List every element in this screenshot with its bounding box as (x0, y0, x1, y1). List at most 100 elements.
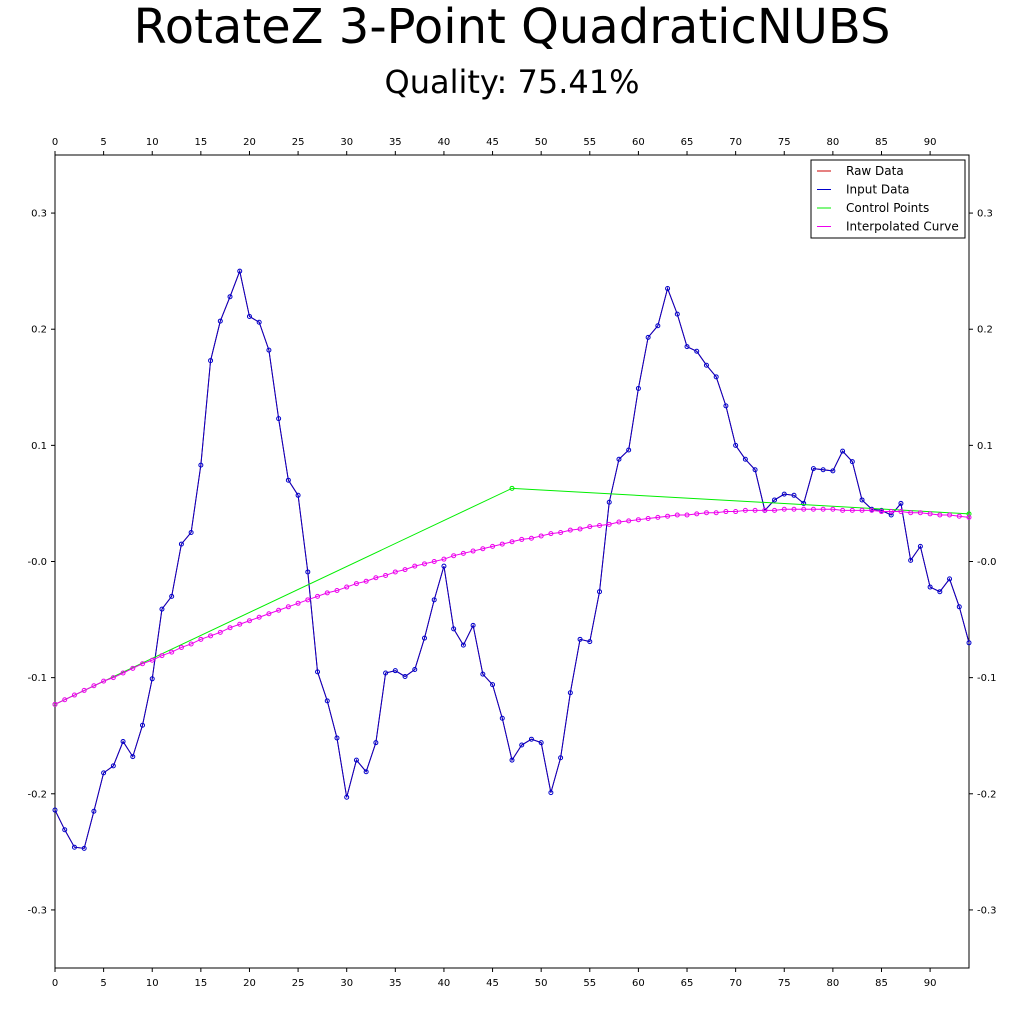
y-tick-label-right: -0.0 (977, 557, 997, 568)
input-data-point (353, 757, 359, 763)
x-tick-label-top: 10 (146, 137, 159, 148)
input-data-point (451, 626, 457, 632)
interpolated-curve-point (810, 506, 816, 512)
input-data-point (490, 682, 496, 688)
y-tick-label-right: 0.2 (977, 325, 993, 336)
input-data-point (888, 512, 894, 518)
interpolated-curve-point (567, 527, 573, 533)
interpolated-curve-point (276, 607, 282, 613)
interpolated-curve-point (947, 512, 953, 518)
input-data-point (266, 347, 272, 353)
input-data-point (334, 735, 340, 741)
interpolated-curve-line (54, 508, 970, 705)
interpolated-curve-point (538, 533, 544, 539)
interpolated-curve-point (140, 661, 146, 667)
interpolated-curve-point (490, 543, 496, 549)
interpolated-curve-point (431, 559, 437, 564)
interpolated-curve-point (859, 507, 865, 513)
interpolated-curve-point (101, 678, 107, 684)
interpolated-curve-point (334, 588, 340, 594)
input-data-point (908, 557, 914, 563)
interpolated-curve-point (246, 618, 252, 624)
legend-label-interpolated-curve: Interpolated Curve (846, 220, 959, 234)
input-data-point (52, 807, 58, 813)
x-tick-label-top: 75 (778, 137, 791, 148)
interpolated-curve-point (791, 506, 797, 512)
interpolated-curve-point (528, 535, 534, 541)
input-data-point (71, 844, 77, 850)
legend-label-input-data: Input Data (846, 183, 910, 197)
x-tick-label-top: 5 (100, 137, 106, 148)
x-tick-label-bottom: 70 (729, 978, 742, 989)
legend-box (810, 159, 966, 239)
input-data-point (169, 593, 175, 599)
input-data-point (237, 268, 243, 274)
interpolated-curve-point (208, 633, 214, 639)
legend-label-raw-data: Raw Data (846, 164, 904, 178)
input-data-point (801, 500, 807, 506)
x-tick-label-top: 15 (194, 137, 207, 148)
x-tick-label-top: 25 (292, 137, 305, 148)
input-data-point (548, 790, 554, 796)
x-tick-label-bottom: 85 (875, 978, 888, 989)
input-data-point (830, 468, 836, 474)
interpolated-curve-point (315, 593, 321, 599)
input-data-point (208, 358, 214, 364)
input-data-point (694, 348, 700, 354)
interpolated-curve-point (285, 604, 291, 610)
interpolated-curve-point (966, 514, 972, 520)
input-data-point (509, 757, 515, 763)
interpolated-curve-point (645, 516, 651, 522)
x-tick-label-bottom: 80 (827, 978, 840, 989)
axis-ticks: 0055101015152020252530303535404045455050… (27, 137, 996, 989)
interpolated-curve-point (830, 506, 836, 512)
series-layer (52, 268, 972, 851)
interpolated-curve-point (217, 629, 223, 635)
input-data-point (363, 769, 369, 775)
input-data-point (412, 667, 418, 673)
input-data-point (947, 576, 953, 582)
interpolated-curve-point (869, 507, 875, 513)
x-tick-label-top: 0 (52, 137, 58, 148)
input-data-point (431, 597, 437, 603)
interpolated-curve-point (324, 590, 330, 596)
input-data-point (421, 635, 427, 641)
interpolated-curve-point (781, 506, 787, 512)
x-tick-label-bottom: 40 (438, 978, 451, 989)
interpolated-curve-point (188, 641, 194, 647)
input-data-point (101, 770, 107, 776)
input-data-point (684, 344, 690, 350)
input-data-point (966, 640, 972, 646)
input-data-point (159, 606, 165, 612)
input-data-point (558, 755, 564, 761)
interpolated-curve-point (937, 512, 943, 518)
x-tick-label-top: 85 (875, 137, 888, 148)
input-data-point (528, 736, 534, 742)
interpolated-curve-point (169, 649, 175, 655)
x-tick-label-top: 20 (243, 137, 256, 148)
input-data-point (616, 456, 622, 462)
input-data-point (402, 673, 408, 679)
control-points-line (54, 487, 970, 705)
interpolated-curve-point (674, 512, 680, 518)
input-data-point (81, 845, 87, 851)
input-data-point (626, 447, 632, 453)
interpolated-curve-point (820, 506, 826, 512)
interpolated-curve-point (606, 521, 612, 527)
input-data-point (392, 668, 398, 674)
input-data-point (188, 529, 194, 535)
input-data-point (567, 690, 573, 696)
input-data-point (849, 459, 855, 465)
input-data-point (344, 794, 350, 800)
interpolated-curve-point (898, 509, 904, 515)
control-points-point (966, 511, 972, 517)
y-tick-label-left: -0.1 (27, 673, 47, 684)
x-tick-label-top: 45 (486, 137, 499, 148)
interpolated-curve-point (198, 636, 204, 642)
interpolated-curve-point (52, 701, 58, 707)
interpolated-curve-point (130, 665, 136, 671)
input-data-point (577, 636, 583, 642)
input-data-point (733, 442, 739, 448)
x-tick-label-bottom: 25 (292, 978, 305, 989)
